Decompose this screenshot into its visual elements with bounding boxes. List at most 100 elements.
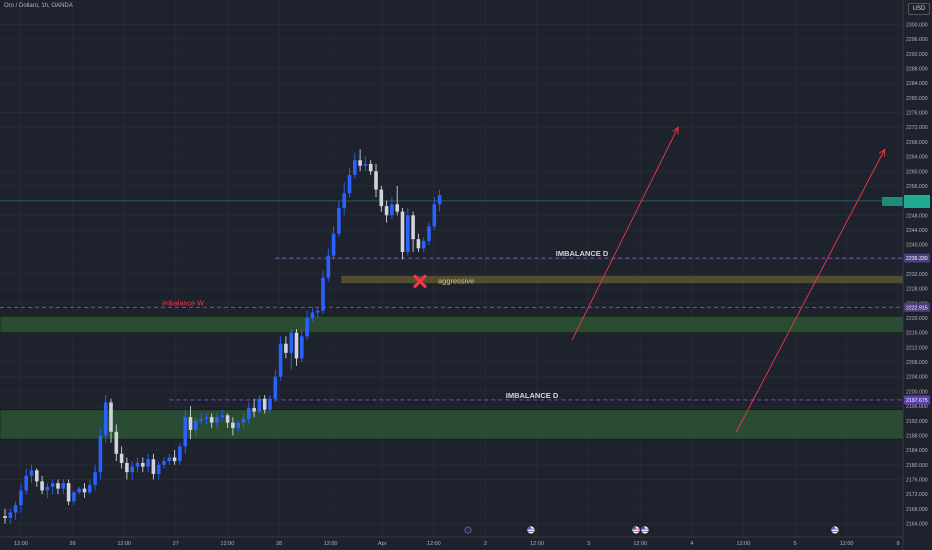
candle-body [119,453,124,463]
price-tick-label: 2172.000 [906,492,928,498]
candle-body [321,277,325,311]
time-tick-label: 12:00 [221,541,235,547]
current-price-badge [904,194,930,208]
trend-arrow-line [736,149,886,432]
candle-body [231,422,235,429]
candles [3,149,442,524]
candle-body [50,483,55,487]
candle-body [98,435,103,473]
candle-body [156,464,161,474]
us-flag-stripe [528,530,534,532]
candle-body [45,486,50,491]
candle-body [19,490,23,506]
time-axis[interactable]: 12:00 26 12:00 27 12:00 28 12:00 Apr 12:00 2 12:00… [14,541,900,547]
candle-body [379,189,384,207]
candle-body [331,233,336,256]
candle-body [146,459,150,467]
candle-body [421,240,426,249]
time-tick-label: 3 [587,541,590,547]
price-tick-label: 2188.000 [906,433,928,439]
candle-body [315,310,320,313]
candle-body [130,466,134,473]
candle-body [289,332,293,353]
us-flag-canton [528,527,531,530]
price-tick-label: 2268.000 [906,140,928,146]
time-tick-label: 26 [70,541,76,547]
aggressive-zone [341,275,903,284]
candle-body [326,255,331,278]
time-tick-label: 12:00 [530,541,544,547]
candle-body [257,398,262,412]
candle-body [8,512,13,518]
price-tick-label: 2192.000 [906,419,928,425]
price-tick-label: 2220.000 [906,316,928,322]
us-flag-canton [832,527,835,530]
price-axis[interactable]: 2164.000 2168.000 2172.000 2176.000 2180.000… [904,23,930,528]
currency-button[interactable]: USD [908,3,930,15]
candle-body [56,483,60,489]
price-tick-label: 2216.000 [906,331,928,337]
price-tick-label: 2208.000 [906,360,928,366]
price-tick-label: 2280.000 [906,96,928,102]
price-tick-label: 2264.000 [906,155,928,161]
candle-body [172,457,177,462]
candle-body [395,204,399,212]
candle-body [268,398,272,410]
candle-body [305,318,309,337]
price-tick-label: 2248.000 [906,213,928,219]
candle-body [400,211,405,252]
candle-body [24,475,28,491]
price-tick-label: 2300.000 [906,23,928,29]
candle-body [294,332,299,359]
event-icons[interactable] [464,526,839,534]
candle-body [183,417,187,447]
price-tick-label: 2244.000 [906,228,928,234]
time-tick-label: 2 [484,541,487,547]
candle-body [406,215,410,252]
candle-body [40,481,44,491]
symbol-title: Oro / Dollaro, 1h, OANDA [4,3,73,9]
price-tick-label: 2232.000 [906,272,928,278]
price-tick-label: 2164.000 [906,521,928,527]
imbalance-w-label: imbalance W [162,298,204,307]
candle-body [135,462,140,467]
time-tick-label: 12:00 [737,541,751,547]
candle-body [199,418,203,421]
candle-body [88,484,92,493]
price-level-badge [904,302,930,312]
price-tick-label: 2184.000 [906,448,928,454]
price-tick-label: 2284.000 [906,81,928,87]
price-tick-label: 2168.000 [906,507,928,513]
zones [0,275,904,440]
candle-body [411,215,415,240]
time-tick-label: 27 [173,541,179,547]
time-tick-label: 4 [690,541,693,547]
price-tick-label: 2272.000 [906,125,928,131]
candle-body [82,488,87,493]
candle-body [151,459,156,474]
candle-body [284,343,288,353]
demand-zone [0,315,904,334]
time-tick-label: Apr [378,541,387,547]
time-tick-label: 12:00 [840,541,854,547]
time-tick-label: 28 [276,541,282,547]
demand-zone [0,409,904,440]
candle-body [103,402,108,436]
price-axis-background [903,0,932,550]
candle-body [162,461,166,465]
candle-body [363,163,368,166]
x-marker-stroke [413,274,427,288]
price-level-badge [904,395,930,405]
candle-body [427,226,431,241]
event-icon-dividend [464,526,472,534]
price-tick-label: 2212.000 [906,345,928,351]
price-tick-label: 2200.000 [906,389,928,395]
price-tick-label: 2260.000 [906,169,928,175]
candle-body [93,472,97,485]
candle-body [353,160,357,175]
price-tick-label: 2176.000 [906,477,928,483]
price-level-badge-label: 2222.915 [906,305,928,311]
time-tick-label: 12:00 [117,541,131,547]
